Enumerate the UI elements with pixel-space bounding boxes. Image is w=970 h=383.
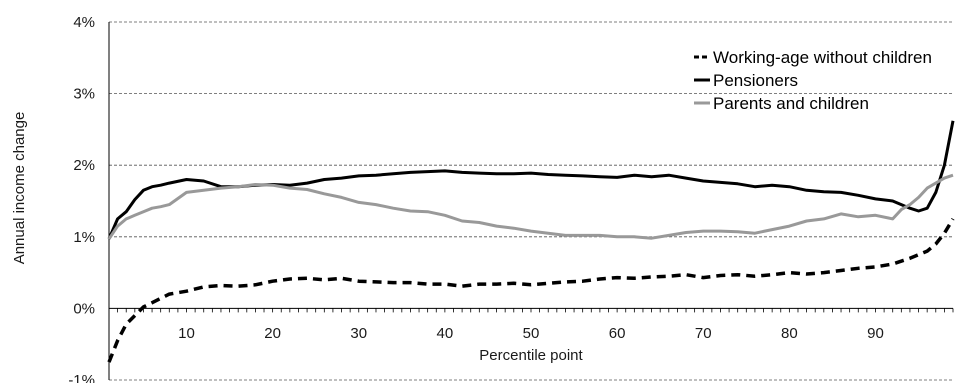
x-tick-label: 40: [437, 325, 454, 342]
gridlines: [109, 21, 953, 381]
y-tick-label: 4%: [73, 14, 95, 31]
y-tick-label: 2%: [73, 157, 95, 174]
y-axis-title: Annual income change: [11, 112, 28, 265]
plot-series: [107, 120, 955, 363]
x-tick-label: 50: [523, 325, 540, 342]
x-tick-label: 10: [178, 325, 195, 342]
legend: Working-age without children Pensioners Pa…: [694, 48, 932, 113]
x-tick-label: 90: [867, 325, 884, 342]
y-tick-label: -1%: [68, 372, 95, 383]
x-axis-title: Percentile point: [479, 347, 583, 364]
y-axis: -1% 0% 1% 2% 3% 4%: [68, 14, 110, 383]
legend-label: Working-age without children: [713, 48, 932, 67]
x-tick-label: 80: [781, 325, 798, 342]
legend-label: Pensioners: [713, 71, 798, 90]
x-tick-label: 70: [695, 325, 712, 342]
x-tick-label: 60: [609, 325, 626, 342]
x-axis: 10 20 30 40 50 60 70 80 90: [109, 307, 954, 342]
x-tick-label: 20: [264, 325, 281, 342]
y-tick-label: 0%: [73, 300, 95, 317]
series-line: [107, 173, 954, 240]
y-tick-label: 3%: [73, 86, 95, 103]
x-tick-label: 30: [350, 325, 367, 342]
series-line: [107, 217, 955, 363]
series-line: [107, 120, 955, 240]
y-tick-label: 1%: [73, 229, 95, 246]
legend-label: Parents and children: [713, 94, 869, 113]
